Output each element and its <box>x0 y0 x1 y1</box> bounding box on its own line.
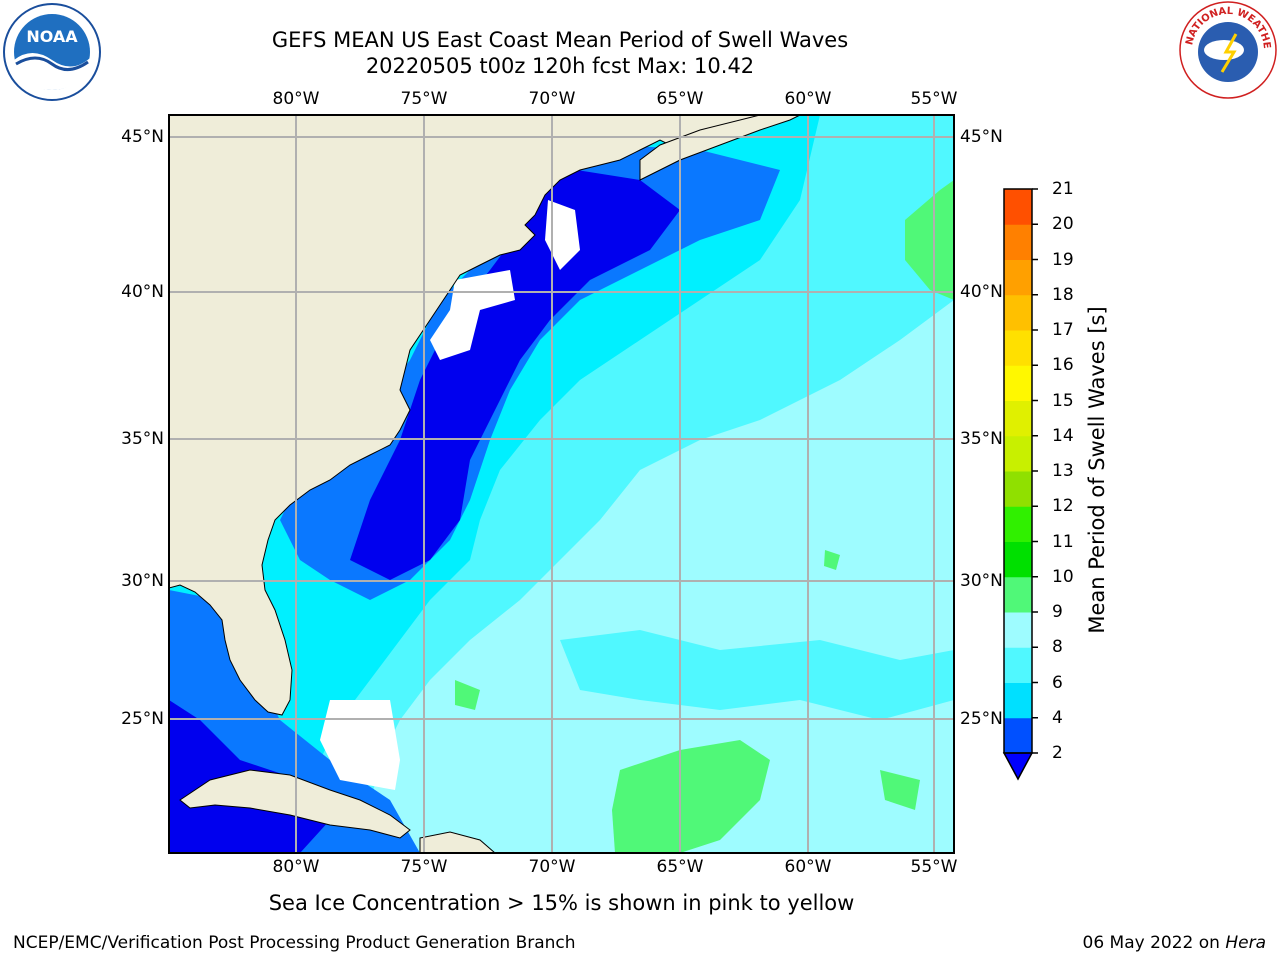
lon-label-top-65w: 65°W <box>656 89 704 109</box>
colorbar-label-20: 20 <box>1052 214 1074 235</box>
colorbar-label-11: 11 <box>1052 531 1074 552</box>
lon-label-bottom-75w: 75°W <box>400 857 448 877</box>
colorbar-label-19: 19 <box>1052 249 1074 270</box>
footer-date-text: 06 May 2022 on <box>1082 933 1226 953</box>
colorbar-extend-triangle <box>1002 752 1034 781</box>
map-area <box>169 115 954 853</box>
colorbar-label-12: 12 <box>1052 496 1074 517</box>
swell-band-9-10-small1 <box>880 770 920 810</box>
lat-label-left-40n: 40°N <box>121 282 164 302</box>
colorbar-label-15: 15 <box>1052 390 1074 411</box>
swell-band-below-2 <box>350 165 680 580</box>
lat-label-right-30n: 30°N <box>960 571 1003 591</box>
lat-label-left-30n: 30°N <box>121 571 164 591</box>
lon-label-top-80w: 80°W <box>272 89 320 109</box>
colorbar-segment-11 <box>1004 506 1032 542</box>
colorbar-label-16: 16 <box>1052 355 1074 376</box>
colorbar-segment-14 <box>1004 400 1032 437</box>
colorbar-segment-18 <box>1004 259 1032 296</box>
map-grid <box>169 115 954 853</box>
footer-host: Hera <box>1225 933 1266 953</box>
colorbar-label-18: 18 <box>1052 284 1074 305</box>
colorbar-label-10: 10 <box>1052 566 1074 587</box>
swell-band-9-10-small3 <box>824 550 840 570</box>
no-data-patch-north <box>545 200 580 270</box>
colorbar <box>1002 188 1038 781</box>
colorbar-label-4: 4 <box>1052 707 1063 728</box>
lon-label-top-75w: 75°W <box>400 89 448 109</box>
lat-label-right-25n: 25°N <box>960 709 1003 729</box>
footer-credit: NCEP/EMC/Verification Post Processing Pr… <box>13 933 576 953</box>
colorbar-segment-16 <box>1004 330 1032 366</box>
lon-label-bottom-70w: 70°W <box>528 857 576 877</box>
colorbar-segment-15 <box>1004 365 1032 401</box>
noaa-logo-text: NOAA <box>26 27 78 46</box>
land-north-america <box>169 115 761 716</box>
lat-label-left-35n: 35°N <box>121 429 164 449</box>
lon-label-bottom-80w: 80°W <box>272 857 320 877</box>
lat-label-left-45n: 45°N <box>121 127 164 147</box>
lon-label-bottom-60w: 60°W <box>784 857 832 877</box>
chart-subtitle: 20220505 t00z 120h fcst Max: 10.42 <box>365 54 755 78</box>
colorbar-segment-19 <box>1004 224 1032 260</box>
colorbar-label-2: 2 <box>1052 743 1063 763</box>
colorbar-label-17: 17 <box>1052 320 1074 340</box>
swell-band-9-10-small2 <box>455 680 480 710</box>
colorbar-segment-4 <box>1004 682 1032 719</box>
colorbar-label-21: 21 <box>1052 179 1074 199</box>
swell-band-9-10-large <box>612 740 770 853</box>
chart-title: GEFS MEAN US East Coast Mean Period of S… <box>271 28 849 52</box>
colorbar-label-9: 9 <box>1052 602 1063 622</box>
colorbar-segment-20 <box>1004 189 1032 225</box>
swell-band-9-10-east <box>905 180 954 300</box>
lat-label-right-40n: 40°N <box>960 282 1003 302</box>
lon-label-top-55w: 55°W <box>910 89 958 109</box>
colorbar-title: Mean Period of Swell Waves [s] <box>1085 306 1109 634</box>
colorbar-segment-6 <box>1004 647 1032 683</box>
land-hispaniola <box>419 831 496 853</box>
colorbar-segment-17 <box>1004 294 1032 331</box>
lon-label-top-70w: 70°W <box>528 89 576 109</box>
lon-label-top-60w: 60°W <box>784 89 832 109</box>
colorbar-label-14: 14 <box>1052 425 1074 446</box>
nws-logo: NATIONAL WEATHER SERVICE <box>1178 0 1277 99</box>
colorbar-segment-8 <box>1004 612 1032 648</box>
noaa-logo: NOAA <box>3 3 101 101</box>
colorbar-segment-10 <box>1004 541 1032 578</box>
colorbar-label-6: 6 <box>1052 672 1063 693</box>
lat-label-right-35n: 35°N <box>960 429 1003 449</box>
colorbar-segment-12 <box>1004 471 1032 507</box>
footer-date: 06 May 2022 on Hera <box>1083 933 1267 953</box>
land-nova-scotia <box>639 115 801 181</box>
colorbar-segment-13 <box>1004 435 1032 472</box>
swell-band-6-8-patch <box>560 630 954 720</box>
colorbar-label-8: 8 <box>1052 637 1063 658</box>
sea-ice-note: Sea Ice Concentration > 15% is shown in … <box>268 891 855 915</box>
lat-label-right-45n: 45°N <box>960 127 1003 147</box>
colorbar-label-13: 13 <box>1052 461 1074 481</box>
colorbar-segment-9 <box>1004 576 1032 613</box>
lon-label-bottom-55w: 55°W <box>910 857 958 877</box>
lon-label-bottom-65w: 65°W <box>656 857 704 877</box>
colorbar-segment-2 <box>1004 717 1032 754</box>
lat-label-left-25n: 25°N <box>121 709 164 729</box>
no-data-patch-bahamas <box>320 700 400 790</box>
map-frame <box>168 114 955 854</box>
